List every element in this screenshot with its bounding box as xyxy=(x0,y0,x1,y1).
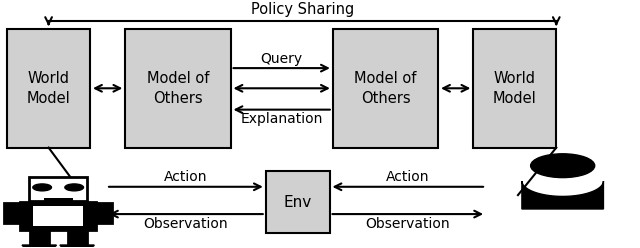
FancyBboxPatch shape xyxy=(33,206,83,226)
Polygon shape xyxy=(22,245,56,248)
Text: Observation: Observation xyxy=(143,217,228,231)
Text: Query: Query xyxy=(260,52,303,66)
Text: Env: Env xyxy=(284,195,312,210)
FancyBboxPatch shape xyxy=(20,202,96,230)
FancyBboxPatch shape xyxy=(96,203,112,223)
Text: Action: Action xyxy=(386,170,429,184)
Text: Policy Sharing: Policy Sharing xyxy=(251,2,354,17)
FancyBboxPatch shape xyxy=(29,177,87,201)
Circle shape xyxy=(531,154,595,178)
FancyBboxPatch shape xyxy=(4,203,20,223)
FancyBboxPatch shape xyxy=(51,194,65,198)
Circle shape xyxy=(65,184,83,191)
FancyBboxPatch shape xyxy=(473,29,556,148)
Text: Observation: Observation xyxy=(365,217,450,231)
Circle shape xyxy=(33,184,51,191)
Text: Action: Action xyxy=(164,170,207,184)
FancyBboxPatch shape xyxy=(266,171,330,233)
FancyBboxPatch shape xyxy=(44,198,73,202)
FancyBboxPatch shape xyxy=(30,230,49,245)
Text: Model of
Others: Model of Others xyxy=(147,71,209,106)
Text: World
Model: World Model xyxy=(493,71,537,106)
Text: Model of
Others: Model of Others xyxy=(355,71,417,106)
Text: Explanation: Explanation xyxy=(241,112,323,126)
Polygon shape xyxy=(60,245,94,248)
FancyBboxPatch shape xyxy=(125,29,230,148)
FancyBboxPatch shape xyxy=(7,29,90,148)
FancyBboxPatch shape xyxy=(333,29,438,148)
Text: World
Model: World Model xyxy=(27,71,70,106)
FancyBboxPatch shape xyxy=(68,230,86,245)
Polygon shape xyxy=(522,181,604,209)
